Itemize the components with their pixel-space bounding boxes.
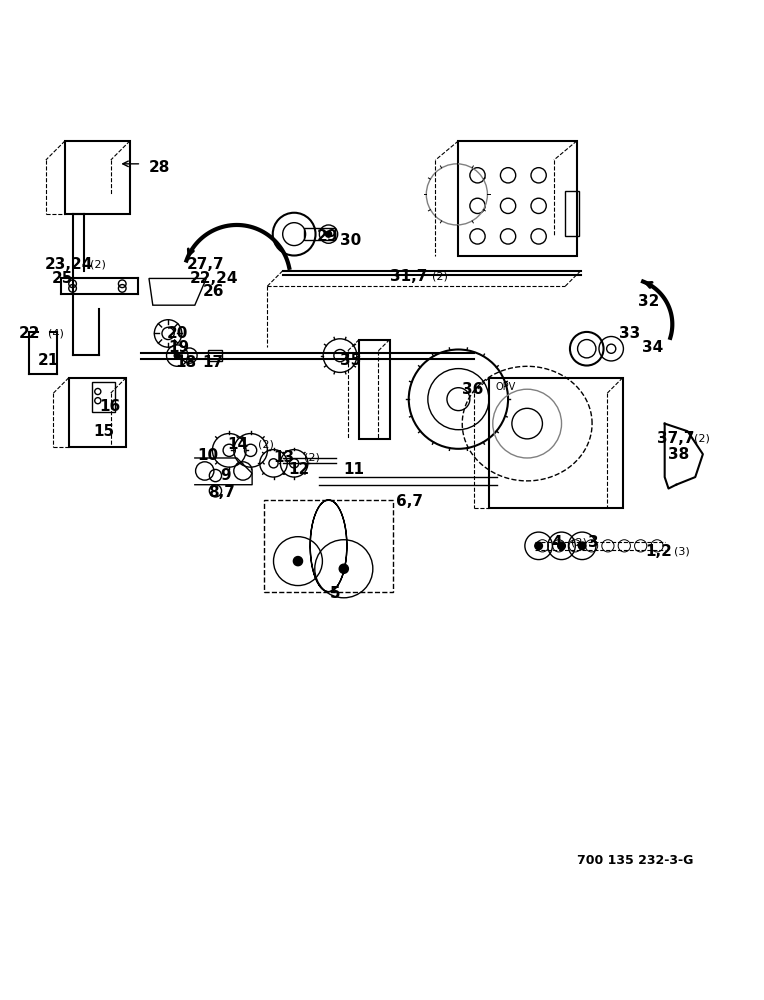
Text: 13: 13 xyxy=(274,450,295,465)
Text: 38: 38 xyxy=(668,447,690,462)
Text: (2): (2) xyxy=(90,260,106,270)
Text: 28: 28 xyxy=(149,160,170,175)
Bar xyxy=(69,378,126,447)
Text: 6,7: 6,7 xyxy=(396,494,422,509)
Text: 35: 35 xyxy=(340,353,361,368)
Text: 22,24: 22,24 xyxy=(189,271,238,286)
Text: 15: 15 xyxy=(93,424,115,439)
Circle shape xyxy=(325,231,332,237)
Bar xyxy=(565,191,579,236)
Bar xyxy=(92,382,115,412)
Text: 16: 16 xyxy=(99,399,121,414)
Bar xyxy=(359,340,390,439)
Text: 8,7: 8,7 xyxy=(208,485,235,500)
Text: 9: 9 xyxy=(220,468,231,483)
Bar xyxy=(489,378,623,508)
Text: 3: 3 xyxy=(588,535,599,550)
Text: 36: 36 xyxy=(462,382,484,397)
Text: 17: 17 xyxy=(202,355,224,370)
Text: 21: 21 xyxy=(38,353,60,368)
Text: 30: 30 xyxy=(340,233,361,248)
Text: 700 135 232-3-G: 700 135 232-3-G xyxy=(577,854,693,867)
Bar xyxy=(458,141,577,256)
Text: 26: 26 xyxy=(202,284,224,299)
Text: (2): (2) xyxy=(258,440,274,450)
Text: 4: 4 xyxy=(552,535,562,550)
Bar xyxy=(264,500,393,592)
Text: 31,7: 31,7 xyxy=(390,269,427,284)
Text: 22: 22 xyxy=(19,326,40,341)
Circle shape xyxy=(339,564,348,573)
Text: (2): (2) xyxy=(432,271,448,281)
Text: 20: 20 xyxy=(167,326,188,341)
Circle shape xyxy=(293,557,303,566)
Text: 18: 18 xyxy=(176,355,197,370)
Text: (2): (2) xyxy=(571,537,588,547)
Text: 29: 29 xyxy=(317,229,338,244)
Text: 37,7: 37,7 xyxy=(657,431,694,446)
Text: (3): (3) xyxy=(674,547,690,557)
Text: (2): (2) xyxy=(304,453,320,463)
Text: 5: 5 xyxy=(330,586,341,601)
Text: 11: 11 xyxy=(344,462,364,477)
Text: 1,2: 1,2 xyxy=(646,544,672,559)
Circle shape xyxy=(578,542,586,550)
Circle shape xyxy=(535,542,542,550)
Text: 10: 10 xyxy=(197,448,219,463)
Text: 19: 19 xyxy=(168,340,189,355)
Text: (2): (2) xyxy=(694,434,711,444)
Text: OPV: OPV xyxy=(495,382,516,392)
Bar xyxy=(304,228,335,240)
Text: 23,24: 23,24 xyxy=(44,257,92,272)
Text: 33: 33 xyxy=(619,326,640,341)
Text: (4): (4) xyxy=(48,328,64,338)
Circle shape xyxy=(558,542,565,550)
Text: 27,7: 27,7 xyxy=(187,257,225,272)
Circle shape xyxy=(174,353,180,359)
Text: 12: 12 xyxy=(289,462,310,477)
Text: 14: 14 xyxy=(228,437,249,452)
Text: 32: 32 xyxy=(638,294,659,309)
Bar xyxy=(208,350,222,361)
Bar xyxy=(65,141,130,214)
Text: 25: 25 xyxy=(52,271,73,286)
Text: 34: 34 xyxy=(642,340,663,355)
